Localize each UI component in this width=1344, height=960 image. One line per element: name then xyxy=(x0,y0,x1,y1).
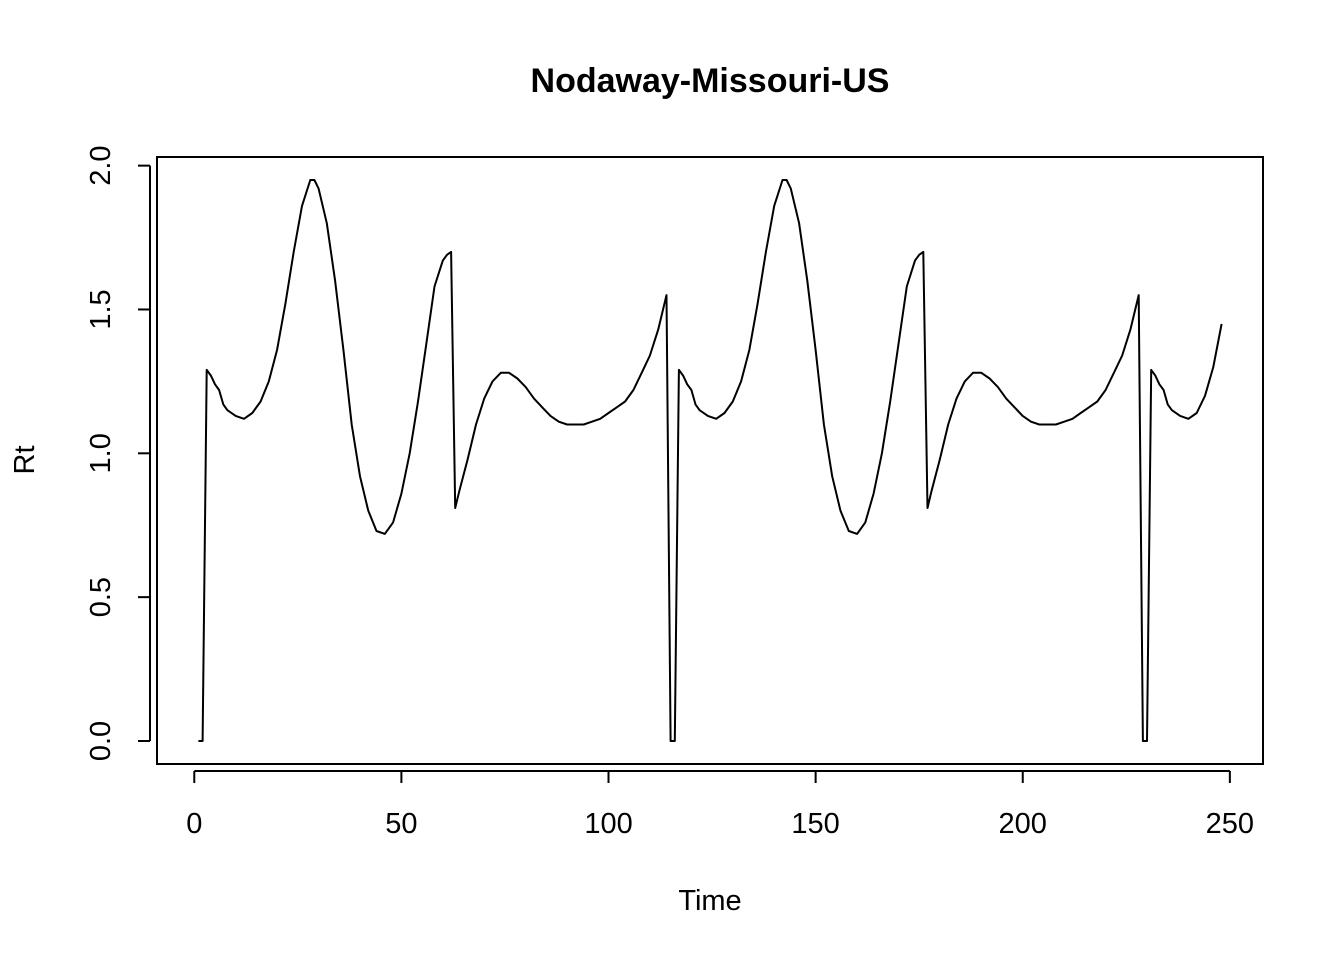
y-tick-label: 1.5 xyxy=(85,289,117,329)
x-tick-label: 50 xyxy=(385,808,417,840)
x-axis: 0 50 100 150 200 250 xyxy=(186,770,1254,840)
x-tick-label: 0 xyxy=(186,808,202,840)
x-tick-label: 250 xyxy=(1206,808,1254,840)
x-tick-label: 100 xyxy=(584,808,632,840)
y-axis-label: Rt xyxy=(9,446,41,475)
y-tick-label: 0.0 xyxy=(85,721,117,761)
x-axis-label: Time xyxy=(678,885,741,917)
y-tick-label: 2.0 xyxy=(85,145,117,185)
y-axis: 0.0 0.5 1.0 1.5 2.0 xyxy=(85,145,151,761)
y-tick-label: 0.5 xyxy=(85,577,117,617)
y-tick-label: 1.0 xyxy=(85,433,117,473)
chart-title: Nodaway-Missouri-US xyxy=(531,62,890,100)
x-tick-label: 200 xyxy=(999,808,1047,840)
plot-area-frame xyxy=(156,156,1264,765)
x-tick-label: 150 xyxy=(791,808,839,840)
series-line xyxy=(198,179,1223,742)
